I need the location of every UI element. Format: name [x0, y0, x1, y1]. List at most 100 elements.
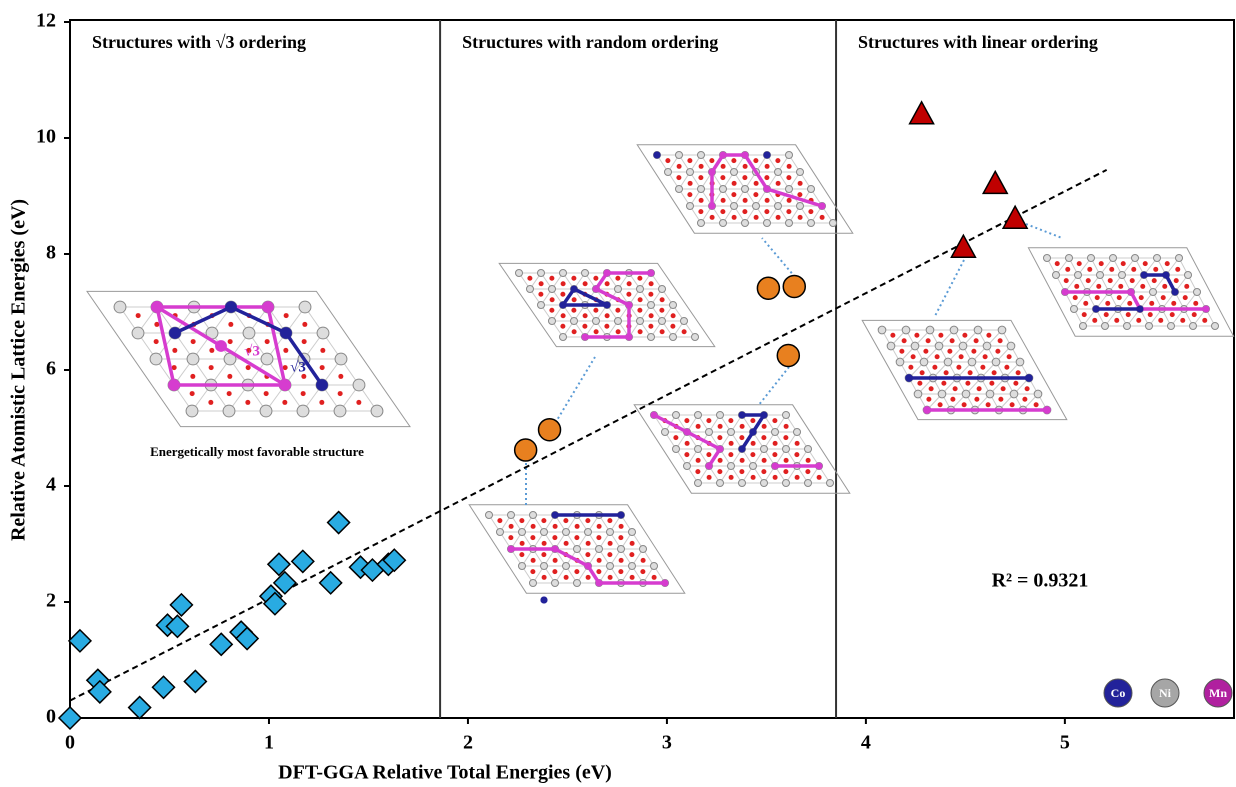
ni-atom — [1131, 254, 1138, 261]
o-atom — [1092, 318, 1097, 323]
o-atom — [283, 365, 288, 370]
panel-title: Structures with √3 ordering — [92, 32, 306, 52]
ni-atom — [581, 269, 588, 276]
o-atom — [753, 192, 758, 197]
tm-atom — [1127, 288, 1134, 295]
o-atom — [605, 281, 610, 286]
tm-atom — [262, 301, 274, 313]
tm-atom — [603, 269, 610, 276]
o-atom — [1025, 386, 1030, 391]
o-atom — [677, 164, 682, 169]
o-atom — [986, 402, 991, 407]
o-atom — [695, 469, 700, 474]
tm-atom — [168, 379, 180, 391]
r-squared: R² = 0.9321 — [992, 570, 1089, 592]
element-label: Mn — [1209, 686, 1227, 700]
ni-atom — [548, 285, 555, 292]
o-atom — [684, 418, 689, 423]
ni-atom — [796, 202, 803, 209]
ni-atom — [1189, 322, 1196, 329]
tm-atom — [1043, 406, 1051, 414]
structure-inset — [499, 263, 715, 346]
o-atom — [604, 324, 609, 329]
ni-atom — [672, 445, 679, 452]
ni-atom — [1184, 271, 1191, 278]
diamond-point — [153, 676, 175, 698]
o-atom — [1158, 318, 1163, 323]
o-atom — [718, 424, 723, 429]
ni-atom — [962, 390, 970, 398]
y-tick-label: 12 — [36, 10, 56, 32]
o-atom — [572, 329, 577, 334]
o-atom — [652, 575, 657, 580]
ni-atom — [807, 185, 814, 192]
ni-atom — [694, 479, 701, 486]
ni-atom — [705, 428, 712, 435]
ni-atom — [829, 219, 836, 226]
ni-atom — [650, 562, 657, 569]
tm-atom — [705, 462, 712, 469]
o-atom — [687, 192, 692, 197]
sqrt3-label: √3 — [244, 343, 260, 359]
ni-atom — [1109, 254, 1116, 261]
tm-atom — [763, 185, 770, 192]
ni-atom — [785, 219, 792, 226]
ni-atom — [297, 405, 309, 417]
o-atom — [914, 333, 919, 338]
o-atom — [938, 402, 943, 407]
o-atom — [902, 338, 907, 343]
o-atom — [696, 424, 701, 429]
o-atom — [629, 552, 634, 557]
ni-atom — [774, 202, 781, 209]
o-atom — [1034, 402, 1039, 407]
o-atom — [1153, 267, 1158, 272]
ni-atom — [878, 326, 886, 334]
o-atom — [552, 535, 557, 540]
o-atom — [754, 181, 759, 186]
o-atom — [806, 458, 811, 463]
o-atom — [707, 475, 712, 480]
o-atom — [585, 552, 590, 557]
o-atom — [572, 297, 577, 302]
o-atom — [798, 181, 803, 186]
ni-atom — [716, 479, 723, 486]
ni-atom — [1065, 254, 1072, 261]
diamond-point — [184, 670, 206, 692]
circle-point — [777, 345, 799, 367]
ni-atom — [1167, 322, 1174, 329]
o-atom — [1104, 312, 1109, 317]
o-atom — [531, 524, 536, 529]
ni-atom — [317, 327, 329, 339]
ni-atom — [730, 202, 737, 209]
o-atom — [538, 292, 543, 297]
ni-atom — [974, 326, 982, 334]
o-atom — [751, 475, 756, 480]
structure-inset — [634, 405, 850, 493]
y-tick-label: 0 — [46, 706, 56, 728]
ni-atom — [669, 333, 676, 340]
ni-atom — [683, 462, 690, 469]
ni-atom — [902, 326, 910, 334]
ni-atom — [661, 428, 668, 435]
y-tick-label: 10 — [36, 126, 56, 148]
o-atom — [530, 569, 535, 574]
o-atom — [228, 322, 233, 327]
o-atom — [732, 181, 737, 186]
o-atom — [1139, 295, 1144, 300]
ni-atom — [1193, 288, 1200, 295]
diamond-point — [268, 553, 290, 575]
o-atom — [1202, 318, 1207, 323]
tm-atom — [316, 379, 328, 391]
o-atom — [1095, 295, 1100, 300]
o-atom — [1148, 312, 1153, 317]
connector — [758, 367, 789, 406]
o-atom — [795, 475, 800, 480]
o-atom — [932, 365, 937, 370]
ni-atom — [353, 379, 365, 391]
trendline — [70, 170, 1107, 701]
ni-atom — [187, 353, 199, 365]
tm-atom — [617, 511, 624, 518]
y-tick-label: 6 — [46, 358, 56, 380]
o-atom — [1183, 295, 1188, 300]
ni-atom — [959, 342, 967, 350]
